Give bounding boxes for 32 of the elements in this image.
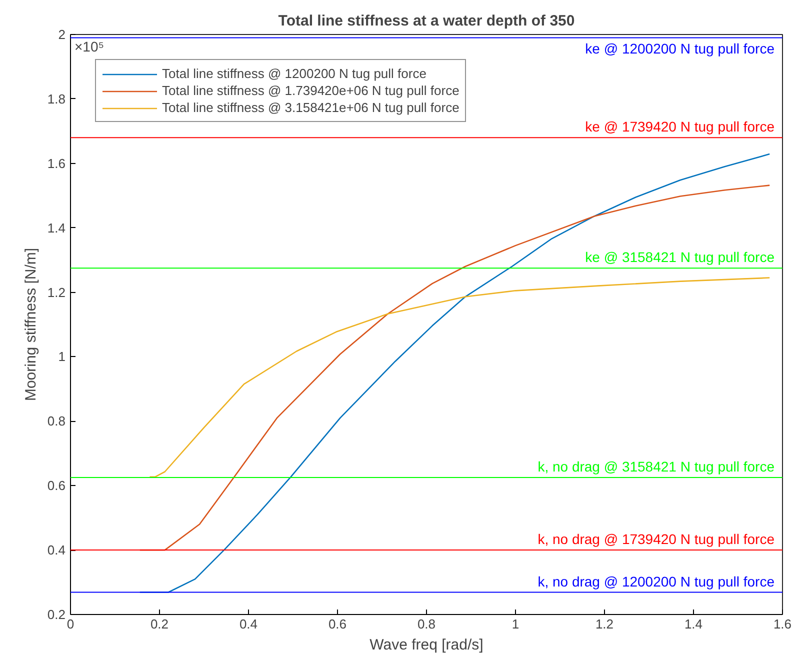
y-axis-title: Mooring stiffness [N/m]	[22, 248, 40, 402]
x-tick-label: 0	[66, 616, 74, 632]
x-tick-label: 0.6	[328, 616, 347, 632]
y-tick-label: 1.6	[47, 156, 66, 171]
y-tick-label: 0.2	[47, 607, 66, 622]
ref-line-label: k, no drag @ 3158421 N tug pull force	[538, 458, 775, 475]
y-tick-label: 1.8	[47, 91, 66, 106]
x-axis-title: Wave freq [rad/s]	[370, 636, 484, 654]
ref-line-label: k, no drag @ 1200200 N tug pull force	[538, 573, 775, 590]
x-tick-label: 1.4	[684, 616, 703, 632]
x-tick-label: 0.4	[239, 616, 258, 632]
chart-title: Total line stiffness at a water depth of 350	[278, 12, 575, 30]
x-tick-label: 1.2	[595, 616, 614, 632]
x-tick-label: 0.8	[417, 616, 436, 632]
y-tick-label: 0.8	[47, 414, 66, 429]
y-tick-label: 1	[58, 349, 66, 364]
annotation: ×10⁵	[74, 38, 104, 54]
x-tick-label: 1	[512, 616, 520, 632]
y-tick-label: 2	[58, 27, 66, 42]
y-tick-label: 1.4	[47, 220, 66, 236]
legend-label: Total line stiffness @ 3.158421e+06 N tug pull force	[162, 100, 460, 115]
y-tick-label: 0.6	[47, 478, 66, 494]
y-tick-label: 1.2	[47, 284, 66, 300]
ref-line-label: ke @ 1200200 N tug pull force	[585, 40, 775, 57]
ref-line-label: k, no drag @ 1739420 N tug pull force	[538, 531, 775, 548]
y-tick-label: 0.4	[47, 542, 66, 558]
ref-line-label: ke @ 3158421 N tug pull force	[585, 249, 775, 266]
x-tick-label: 0.2	[150, 616, 169, 632]
ref-line-label: ke @ 1739420 N tug pull force	[585, 118, 775, 135]
legend-label: Total line stiffness @ 1200200 N tug pull force	[162, 66, 426, 81]
legend-label: Total line stiffness @ 1.739420e+06 N tug pull force	[162, 83, 460, 98]
x-tick-label: 1.6	[773, 616, 792, 632]
